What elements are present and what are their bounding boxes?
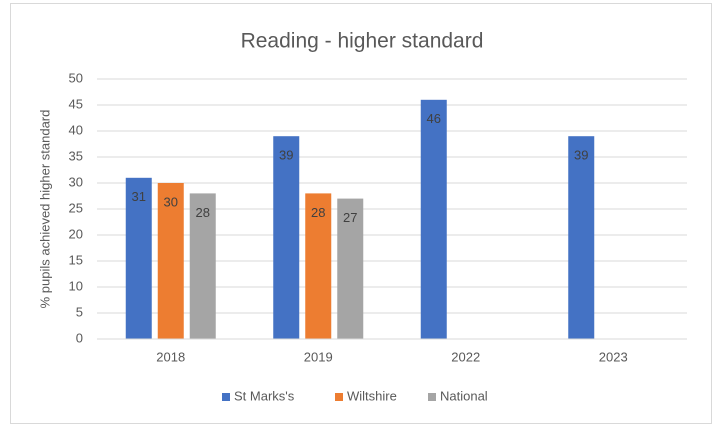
y-tick-label: 50 bbox=[69, 70, 83, 85]
data-label: 28 bbox=[196, 205, 210, 220]
data-label: 39 bbox=[574, 148, 588, 163]
legend-label: St Marks's bbox=[234, 388, 295, 403]
legend-label: Wiltshire bbox=[347, 388, 397, 403]
data-label: 39 bbox=[279, 148, 293, 163]
data-label: 27 bbox=[343, 210, 357, 225]
legend-label: National bbox=[440, 388, 488, 403]
y-tick-label: 5 bbox=[76, 304, 83, 319]
y-tick-label: 10 bbox=[69, 278, 83, 293]
y-tick-label: 30 bbox=[69, 174, 83, 189]
x-tick-label: 2018 bbox=[156, 349, 185, 364]
y-tick-label: 20 bbox=[69, 226, 83, 241]
y-axis-label: % pupils achieved higher standard bbox=[37, 110, 52, 309]
legend-swatch bbox=[222, 393, 230, 401]
chart-title: Reading - higher standard bbox=[241, 30, 484, 53]
bar bbox=[157, 183, 184, 339]
bar bbox=[568, 136, 595, 339]
legend-swatch bbox=[335, 393, 343, 401]
data-label: 31 bbox=[132, 189, 146, 204]
y-tick-label: 15 bbox=[69, 252, 83, 267]
y-tick-label: 35 bbox=[69, 148, 83, 163]
y-tick-label: 40 bbox=[69, 122, 83, 137]
y-tick-label: 25 bbox=[69, 200, 83, 215]
bar bbox=[125, 177, 152, 339]
bar bbox=[420, 99, 447, 339]
x-tick-label: 2023 bbox=[599, 349, 628, 364]
bar bbox=[305, 193, 332, 339]
y-tick-label: 0 bbox=[76, 330, 83, 345]
x-tick-label: 2022 bbox=[451, 349, 480, 364]
bar bbox=[273, 136, 300, 339]
data-label: 46 bbox=[427, 111, 441, 126]
data-label: 28 bbox=[311, 205, 325, 220]
bar bbox=[189, 193, 216, 339]
data-label: 30 bbox=[164, 194, 178, 209]
y-tick-label: 45 bbox=[69, 96, 83, 111]
x-tick-label: 2019 bbox=[304, 349, 333, 364]
legend-swatch bbox=[428, 393, 436, 401]
bar bbox=[337, 198, 364, 339]
